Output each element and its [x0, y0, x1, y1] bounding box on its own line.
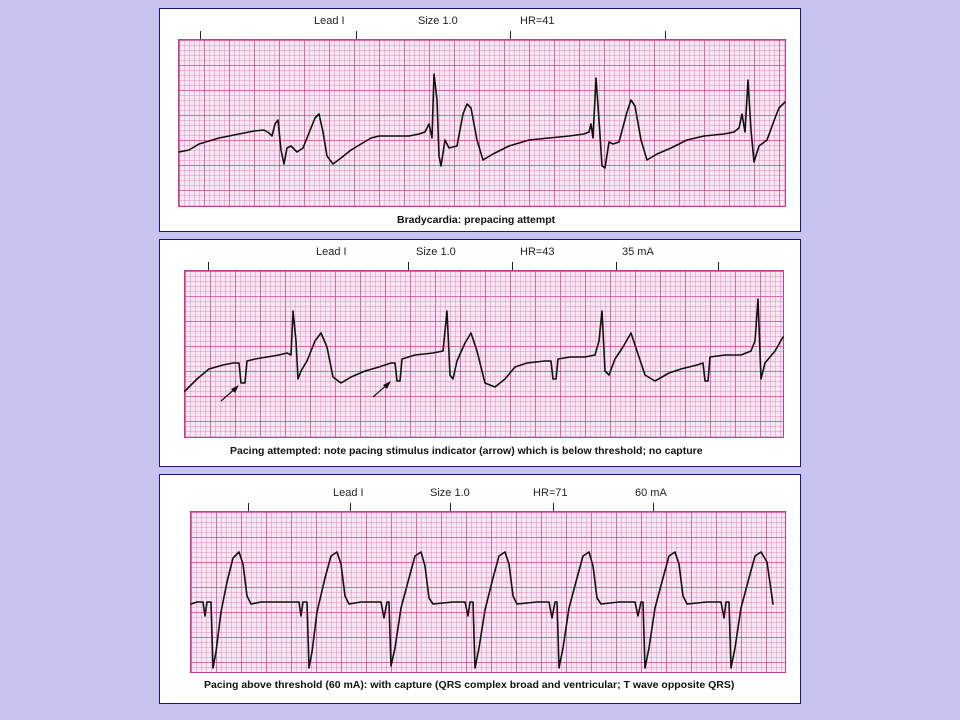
heart-rate-label: HR=43 [520, 246, 555, 258]
time-tick [553, 503, 554, 513]
time-tick [208, 262, 209, 272]
lead-label: Lead I [314, 15, 345, 27]
pacing-current-label: 60 mA [635, 487, 667, 499]
time-tick [408, 262, 409, 272]
time-tick [350, 503, 351, 513]
pacing-current-label: 35 mA [622, 246, 654, 258]
time-tick [450, 503, 451, 513]
arrow-head-icon [231, 385, 239, 393]
heart-rate-label: HR=71 [533, 487, 568, 499]
ecg-trace-svg [178, 73, 786, 169]
time-tick [200, 31, 201, 41]
time-tick [665, 31, 666, 41]
arrow-head-icon [383, 381, 391, 389]
time-tick [653, 503, 654, 513]
lead-label: Lead I [316, 246, 347, 258]
ecg-trace [184, 298, 784, 392]
size-label: Size 1.0 [430, 487, 470, 499]
size-label: Size 1.0 [418, 15, 458, 27]
lead-label: Lead I [333, 487, 364, 499]
ecg-grid-strip [190, 511, 786, 673]
strip-caption: Pacing attempted: note pacing stimulus i… [230, 445, 703, 457]
time-tick [718, 262, 719, 272]
ecg-trace-svg [190, 551, 774, 669]
ecg-grid-strip [184, 270, 784, 438]
size-label: Size 1.0 [416, 246, 456, 258]
strip-caption: Pacing above threshold (60 mA): with cap… [204, 679, 735, 691]
ecg-panel-bradycardia: Lead I Size 1.0 HR=41 Bradycardia: prepa… [159, 8, 801, 232]
time-tick [356, 31, 357, 41]
ecg-trace-svg [184, 298, 784, 402]
strip-caption: Bradycardia: prepacing attempt [397, 214, 556, 226]
time-tick [248, 503, 249, 513]
ecg-trace [190, 551, 774, 669]
ecg-panel-capture: Lead I Size 1.0 HR=71 60 mA Pacing above… [159, 474, 801, 704]
ecg-trace [178, 73, 786, 169]
time-tick [510, 31, 511, 41]
ecg-grid-strip [178, 39, 786, 207]
ecg-panel-no-capture: Lead I Size 1.0 HR=43 35 mA Pacing attem… [159, 239, 801, 467]
heart-rate-label: HR=41 [520, 15, 555, 27]
time-tick [616, 262, 617, 272]
time-tick [512, 262, 513, 272]
